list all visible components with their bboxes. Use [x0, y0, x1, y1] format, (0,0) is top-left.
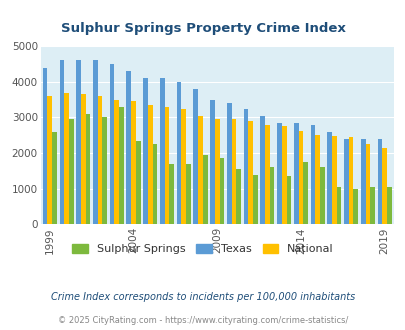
Bar: [298, 131, 303, 224]
Bar: [310, 125, 315, 224]
Text: Crime Index corresponds to incidents per 100,000 inhabitants: Crime Index corresponds to incidents per…: [51, 292, 354, 302]
Text: Sulphur Springs Property Crime Index: Sulphur Springs Property Crime Index: [60, 21, 345, 35]
Bar: [252, 175, 257, 224]
Bar: [164, 107, 169, 224]
Bar: [64, 93, 69, 224]
Bar: [315, 135, 319, 224]
Bar: [382, 148, 386, 224]
Bar: [119, 107, 124, 224]
Bar: [52, 132, 57, 224]
Bar: [277, 123, 281, 224]
Bar: [143, 78, 147, 224]
Bar: [126, 71, 131, 224]
Bar: [286, 176, 290, 224]
Bar: [319, 167, 324, 224]
Legend: Sulphur Springs, Texas, National: Sulphur Springs, Texas, National: [68, 239, 337, 258]
Bar: [152, 144, 157, 224]
Bar: [236, 169, 241, 224]
Bar: [219, 158, 224, 224]
Bar: [386, 187, 391, 224]
Bar: [109, 64, 114, 224]
Bar: [176, 82, 181, 224]
Bar: [214, 118, 219, 224]
Bar: [364, 144, 369, 224]
Bar: [348, 137, 353, 224]
Bar: [147, 105, 152, 224]
Bar: [243, 109, 248, 224]
Bar: [281, 126, 286, 224]
Bar: [60, 60, 64, 224]
Bar: [260, 116, 264, 224]
Bar: [293, 123, 298, 224]
Bar: [93, 60, 98, 224]
Bar: [43, 68, 47, 224]
Bar: [248, 121, 252, 224]
Bar: [181, 109, 185, 224]
Bar: [114, 100, 119, 224]
Bar: [202, 155, 207, 224]
Bar: [369, 187, 374, 224]
Bar: [185, 164, 190, 224]
Bar: [102, 117, 107, 224]
Text: © 2025 CityRating.com - https://www.cityrating.com/crime-statistics/: © 2025 CityRating.com - https://www.city…: [58, 315, 347, 325]
Bar: [193, 89, 198, 224]
Bar: [343, 139, 348, 224]
Bar: [336, 187, 341, 224]
Bar: [377, 139, 382, 224]
Bar: [85, 114, 90, 224]
Bar: [264, 125, 269, 224]
Bar: [98, 96, 102, 224]
Bar: [47, 96, 52, 224]
Bar: [160, 78, 164, 224]
Bar: [198, 116, 202, 224]
Bar: [360, 139, 364, 224]
Bar: [210, 100, 214, 224]
Bar: [326, 132, 331, 224]
Bar: [331, 136, 336, 224]
Bar: [303, 162, 307, 224]
Bar: [269, 167, 274, 224]
Bar: [136, 141, 140, 224]
Bar: [226, 103, 231, 224]
Bar: [169, 164, 174, 224]
Bar: [76, 60, 81, 224]
Bar: [231, 119, 236, 224]
Bar: [353, 189, 357, 224]
Bar: [69, 119, 73, 224]
Bar: [131, 101, 136, 224]
Bar: [81, 94, 85, 224]
